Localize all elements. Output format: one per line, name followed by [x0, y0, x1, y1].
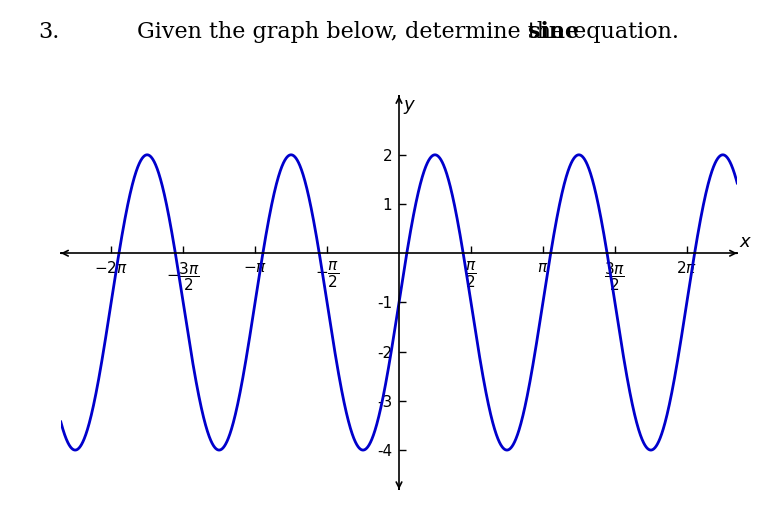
Text: equation.: equation.	[566, 21, 679, 43]
Text: Given the graph below, determine the: Given the graph below, determine the	[137, 21, 571, 43]
Text: 3.: 3.	[38, 21, 59, 43]
Text: $x$: $x$	[739, 233, 752, 251]
Text: sine: sine	[528, 21, 579, 43]
Text: $y$: $y$	[403, 98, 416, 116]
